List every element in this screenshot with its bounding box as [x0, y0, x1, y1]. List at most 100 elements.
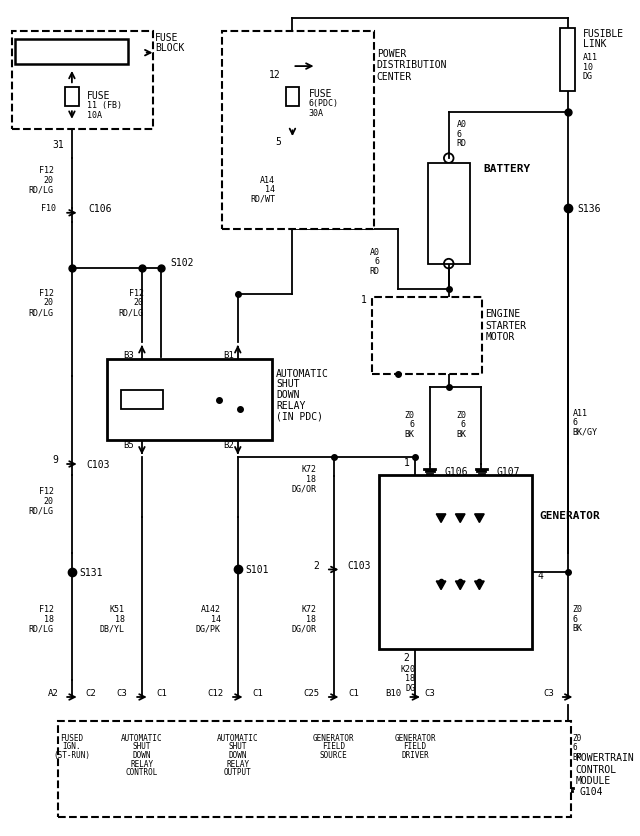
Text: FUSE: FUSE: [87, 91, 111, 100]
Text: G106: G106: [445, 466, 468, 477]
Text: AUTOMATIC: AUTOMATIC: [217, 733, 259, 742]
Text: 6(PDC): 6(PDC): [308, 99, 339, 108]
Text: F12: F12: [38, 288, 54, 298]
Text: C103: C103: [86, 460, 110, 470]
Text: SOURCE: SOURCE: [320, 750, 348, 759]
Text: DISTRIBUTION: DISTRIBUTION: [377, 60, 447, 70]
Text: RD/LG: RD/LG: [29, 506, 54, 515]
Text: BK/GY: BK/GY: [572, 427, 597, 436]
Text: +: +: [433, 167, 440, 180]
Text: RELAY: RELAY: [226, 759, 250, 767]
Text: Z0: Z0: [456, 410, 466, 419]
Text: 6: 6: [409, 420, 414, 429]
Text: 11 (FB): 11 (FB): [87, 101, 122, 110]
Text: IGN.: IGN.: [63, 742, 81, 751]
Text: 6: 6: [461, 420, 466, 429]
Text: 6: 6: [572, 418, 577, 427]
Bar: [108, 360, 272, 441]
Text: ENGINE: ENGINE: [485, 309, 520, 319]
Bar: [372, 298, 483, 375]
Text: 1: 1: [362, 295, 367, 304]
Text: BLOCK: BLOCK: [156, 43, 185, 53]
Bar: [58, 721, 570, 817]
Text: RD/LG: RD/LG: [29, 308, 54, 317]
Text: F10: F10: [40, 204, 56, 213]
Text: 6: 6: [572, 614, 577, 623]
Text: 18: 18: [115, 614, 125, 623]
Text: RELAY: RELAY: [131, 759, 154, 767]
Text: RD/LG: RD/LG: [119, 308, 144, 317]
Text: DOWN: DOWN: [276, 390, 300, 400]
Text: K72: K72: [301, 465, 316, 474]
Text: BK: BK: [572, 624, 582, 633]
Bar: [285, 88, 299, 107]
Text: FUSE: FUSE: [156, 33, 179, 43]
Text: RD: RD: [456, 139, 467, 148]
Text: 14: 14: [265, 185, 275, 194]
Bar: [12, 32, 154, 130]
Text: 6: 6: [572, 742, 577, 752]
Text: G107: G107: [497, 466, 520, 477]
Bar: [121, 390, 163, 410]
Text: F12: F12: [38, 487, 54, 496]
Bar: [428, 164, 470, 264]
Text: BATTERY: BATTERY: [483, 164, 531, 174]
Text: 18: 18: [307, 614, 316, 623]
Text: C2: C2: [85, 688, 96, 697]
Text: A2: A2: [48, 688, 58, 697]
Text: 14: 14: [211, 614, 221, 623]
Text: CENTER: CENTER: [377, 72, 412, 82]
Text: C12: C12: [207, 688, 223, 697]
Text: C103: C103: [347, 560, 371, 570]
Text: 30A: 30A: [308, 109, 324, 118]
Text: BK: BK: [404, 430, 414, 438]
Text: AUTOMATIC: AUTOMATIC: [276, 369, 329, 379]
Bar: [15, 40, 129, 65]
Text: AUTOMATIC: AUTOMATIC: [121, 733, 163, 742]
Text: FIELD: FIELD: [322, 742, 345, 751]
Text: B10: B10: [386, 688, 402, 697]
Text: CONTROL: CONTROL: [125, 767, 158, 777]
Text: K20: K20: [400, 664, 415, 673]
Polygon shape: [456, 581, 465, 590]
Text: C25: C25: [303, 688, 319, 697]
Text: 18: 18: [44, 614, 54, 623]
Text: FUSED: FUSED: [60, 733, 83, 742]
Text: 31: 31: [52, 140, 64, 150]
Text: CONTROL: CONTROL: [575, 764, 616, 774]
Text: 5: 5: [275, 137, 281, 146]
Text: A0: A0: [456, 120, 467, 129]
Text: DG/PK: DG/PK: [196, 624, 221, 633]
Text: RD/LG: RD/LG: [29, 624, 54, 633]
Bar: [65, 88, 79, 107]
Text: RELAY: RELAY: [276, 400, 305, 410]
Polygon shape: [475, 514, 484, 522]
Text: DG/OR: DG/OR: [291, 624, 316, 633]
Text: FIELD: FIELD: [404, 742, 427, 751]
Text: S101: S101: [246, 565, 269, 575]
Text: POWERTRAIN: POWERTRAIN: [575, 752, 634, 762]
Text: A11: A11: [583, 53, 598, 62]
Polygon shape: [475, 581, 484, 590]
Text: 18: 18: [307, 474, 316, 483]
Text: 20: 20: [44, 298, 54, 307]
Text: 6: 6: [456, 130, 461, 139]
Text: SHUT: SHUT: [132, 742, 151, 751]
Bar: [379, 475, 532, 650]
Text: 20: 20: [134, 298, 144, 307]
Text: (IN PDC): (IN PDC): [276, 410, 323, 421]
Text: 10: 10: [583, 63, 593, 72]
Bar: [560, 28, 575, 92]
Text: 2: 2: [404, 652, 410, 662]
Text: Z0: Z0: [404, 410, 414, 419]
Bar: [223, 32, 374, 230]
Text: DOWN: DOWN: [228, 750, 247, 759]
Text: K51: K51: [109, 604, 125, 614]
Text: G104: G104: [579, 786, 603, 796]
Text: B2: B2: [223, 441, 234, 450]
Text: S131: S131: [79, 568, 103, 578]
Text: 2: 2: [314, 560, 319, 570]
Text: S136: S136: [577, 204, 601, 214]
Text: GENERATOR: GENERATOR: [540, 510, 600, 520]
Text: STARTER: STARTER: [485, 320, 526, 330]
